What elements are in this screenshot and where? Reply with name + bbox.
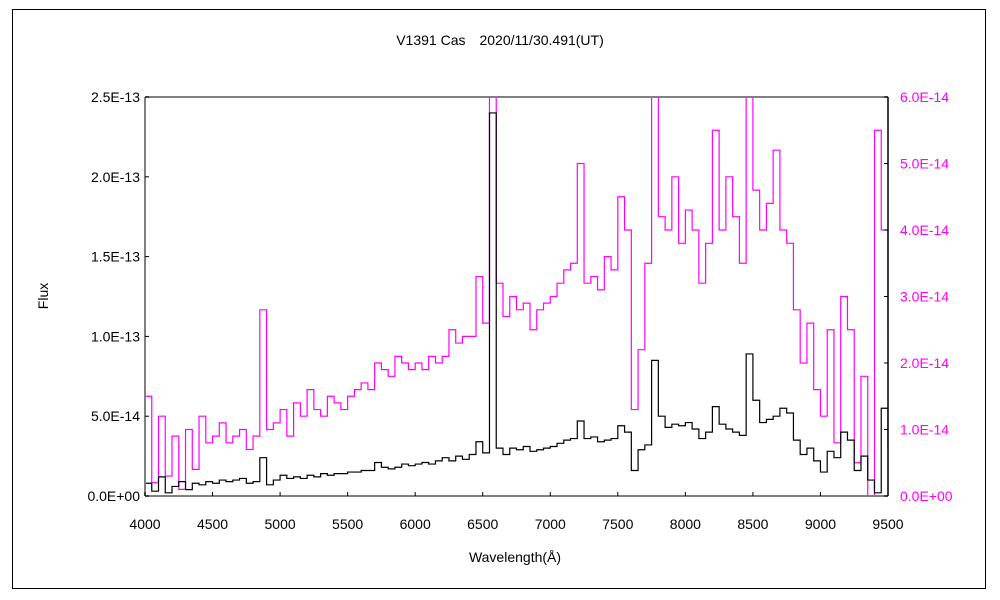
y2-tick-label: 1.0E-14 [900,422,949,438]
x-tick-label: 4500 [197,516,228,532]
y2-tick-label: 2.0E-14 [900,355,949,371]
y2-tick-label: 6.0E-14 [900,89,949,105]
y-tick-label: 5.0E-14 [91,408,140,424]
y2-tick-label: 3.0E-14 [900,289,949,305]
y2-tick-label: 4.0E-14 [900,222,949,238]
series-line-left-axis [145,112,888,494]
x-tick-label: 7000 [535,516,566,532]
x-tick-label: 9000 [805,516,836,532]
x-tick-label: 5500 [332,516,363,532]
x-tick-label: 4000 [129,516,160,532]
x-tick-label: 6500 [467,516,498,532]
series-line-right-axis [145,97,888,496]
x-tick-label: 9500 [872,516,903,532]
y-tick-label: 1.5E-13 [91,249,140,265]
chart-title: V1391 Cas 2020/11/30.491(UT) [396,32,604,48]
x-tick-label: 5000 [265,516,296,532]
x-tick-label: 8000 [670,516,701,532]
x-axis-label: Wavelength(Å) [469,549,561,565]
y-tick-label: 2.0E-13 [91,169,140,185]
y-tick-label: 0.0E+00 [87,488,140,504]
y2-tick-label: 0.0E+00 [900,488,953,504]
x-tick-label: 7500 [602,516,633,532]
x-tick-label: 8500 [737,516,768,532]
y-tick-label: 1.0E-13 [91,328,140,344]
y-axis-label: Flux [35,283,51,309]
x-tick-label: 6000 [400,516,431,532]
chart-frame [12,9,986,589]
y-tick-label: 2.5E-13 [91,89,140,105]
y2-tick-label: 5.0E-14 [900,156,949,172]
